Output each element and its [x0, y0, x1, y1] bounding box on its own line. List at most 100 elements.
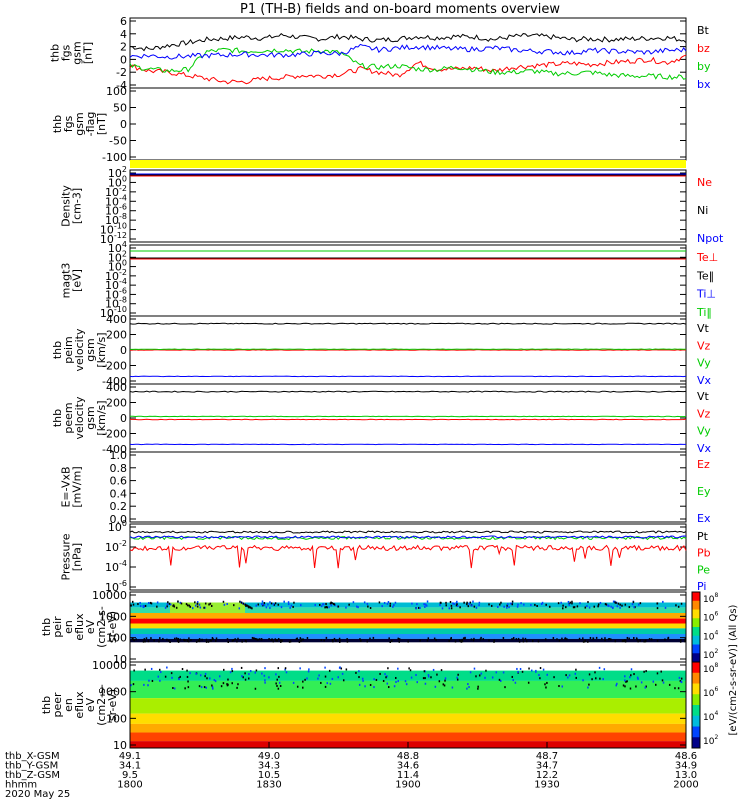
spec-speckle [198, 685, 201, 688]
spec-speckle [424, 682, 427, 685]
spec-speckle [511, 638, 513, 641]
spec-speckle [324, 606, 326, 609]
spec-speckle [388, 637, 390, 640]
spec-speckle [460, 640, 463, 643]
spec-speckle [565, 606, 567, 609]
spec-speckle [639, 602, 642, 605]
legend-Te⊥: Te⊥ [696, 251, 718, 264]
spec-speckle [435, 638, 437, 641]
spec-speckle [615, 601, 617, 604]
spec-speckle [571, 600, 573, 603]
spec-speckle [582, 637, 584, 640]
spec-speckle [133, 669, 135, 672]
x-tick-label: 48.8 [397, 751, 419, 762]
spec-speckle [507, 603, 509, 606]
legend-Vx: Vx [697, 442, 712, 455]
spec-speckle [289, 606, 291, 609]
spec-speckle [361, 677, 364, 680]
x-tick-label: 49.1 [119, 751, 141, 762]
spec-speckle [416, 603, 418, 606]
spec-speckle [604, 603, 607, 606]
spec-speckle [147, 684, 149, 687]
panel-efield: 1.00.80.60.40.20.0 E=-VxB[mV/m] Ez Ey Ex [60, 449, 711, 526]
spec-speckle [337, 676, 340, 679]
spec-speckle [186, 675, 189, 678]
spec-speckle [684, 640, 686, 643]
y-axis-label: thb [51, 115, 64, 133]
spec-speckle [358, 683, 361, 686]
legend-Vy: Vy [697, 357, 711, 370]
spec-speckle [133, 639, 135, 642]
spec-speckle [308, 668, 310, 671]
spec-speckle [189, 672, 191, 675]
spec-speckle [324, 685, 327, 688]
spec-speckle [539, 667, 542, 670]
spec-speckle [512, 637, 515, 640]
spec-speckle [300, 640, 302, 643]
colorbar-label: 104 [703, 629, 718, 642]
spec-speckle [475, 606, 478, 609]
spec-speckle [209, 677, 211, 680]
spec-speckle [556, 638, 558, 641]
spec-speckle [472, 600, 474, 603]
spec-speckle [260, 638, 263, 641]
series-Vt [129, 390, 687, 393]
spec-speckle [366, 640, 369, 643]
spec-speckle [203, 606, 205, 609]
spec-speckle [506, 604, 508, 607]
spec-speckle [517, 603, 519, 606]
spec-speckle [621, 604, 623, 607]
spec-speckle [528, 667, 530, 670]
y-tick-label: 0 [120, 118, 127, 131]
y-tick-label: 1000 [99, 610, 127, 623]
colorbar-label: 104 [703, 710, 718, 723]
legend-by: by [697, 60, 711, 73]
spec-speckle [150, 602, 153, 605]
y-axis-label: sr-eV) [106, 689, 119, 721]
spec-speckle [318, 603, 321, 606]
spec-speckle [201, 638, 203, 641]
spec-speckle [299, 637, 302, 640]
spec-speckle [287, 603, 290, 606]
spec-speckle [205, 686, 207, 689]
spec-speckle [169, 603, 172, 606]
y-tick-label: 0.6 [110, 475, 128, 488]
colorbar-step [692, 644, 700, 654]
spec-speckle [385, 676, 387, 679]
legend-Npot: Npot [697, 232, 724, 245]
x-tick-label: 9.5 [122, 770, 138, 781]
x-tick-label: 34.3 [258, 761, 280, 772]
spec-speckle [624, 675, 626, 678]
spec-speckle [471, 604, 473, 607]
panel-frame [129, 451, 687, 523]
spec-speckle [635, 685, 637, 688]
legend-Pi: Pi [697, 580, 706, 593]
spec-speckle [552, 637, 555, 640]
spec-speckle [645, 685, 647, 688]
spec-speckle [450, 638, 452, 641]
spec-speckle [302, 680, 304, 683]
spec-speckle [557, 602, 560, 605]
x-tick-label: 13.0 [675, 770, 697, 781]
x-tick-label: 1830 [256, 780, 281, 791]
spec-speckle [197, 639, 200, 642]
spec-speckle [287, 601, 290, 604]
spec-speckle [619, 606, 621, 609]
spec-speckle [389, 604, 391, 607]
spec-speckle [675, 604, 677, 607]
y-tick-label: -400 [102, 375, 127, 388]
y-tick-label: 0.8 [110, 462, 128, 475]
spec-speckle [254, 687, 257, 690]
spec-band [130, 732, 686, 742]
y-axis-label: fgs [60, 44, 73, 61]
x-row-label: hhmm [5, 780, 37, 791]
spec-speckle [530, 604, 532, 607]
spec-speckle [462, 637, 465, 640]
spec-speckle [172, 604, 175, 607]
spec-speckle [187, 640, 190, 643]
spec-speckle [454, 640, 457, 643]
spec-speckle [587, 686, 589, 689]
spec-speckle [132, 683, 135, 686]
spec-speckle [300, 604, 302, 607]
